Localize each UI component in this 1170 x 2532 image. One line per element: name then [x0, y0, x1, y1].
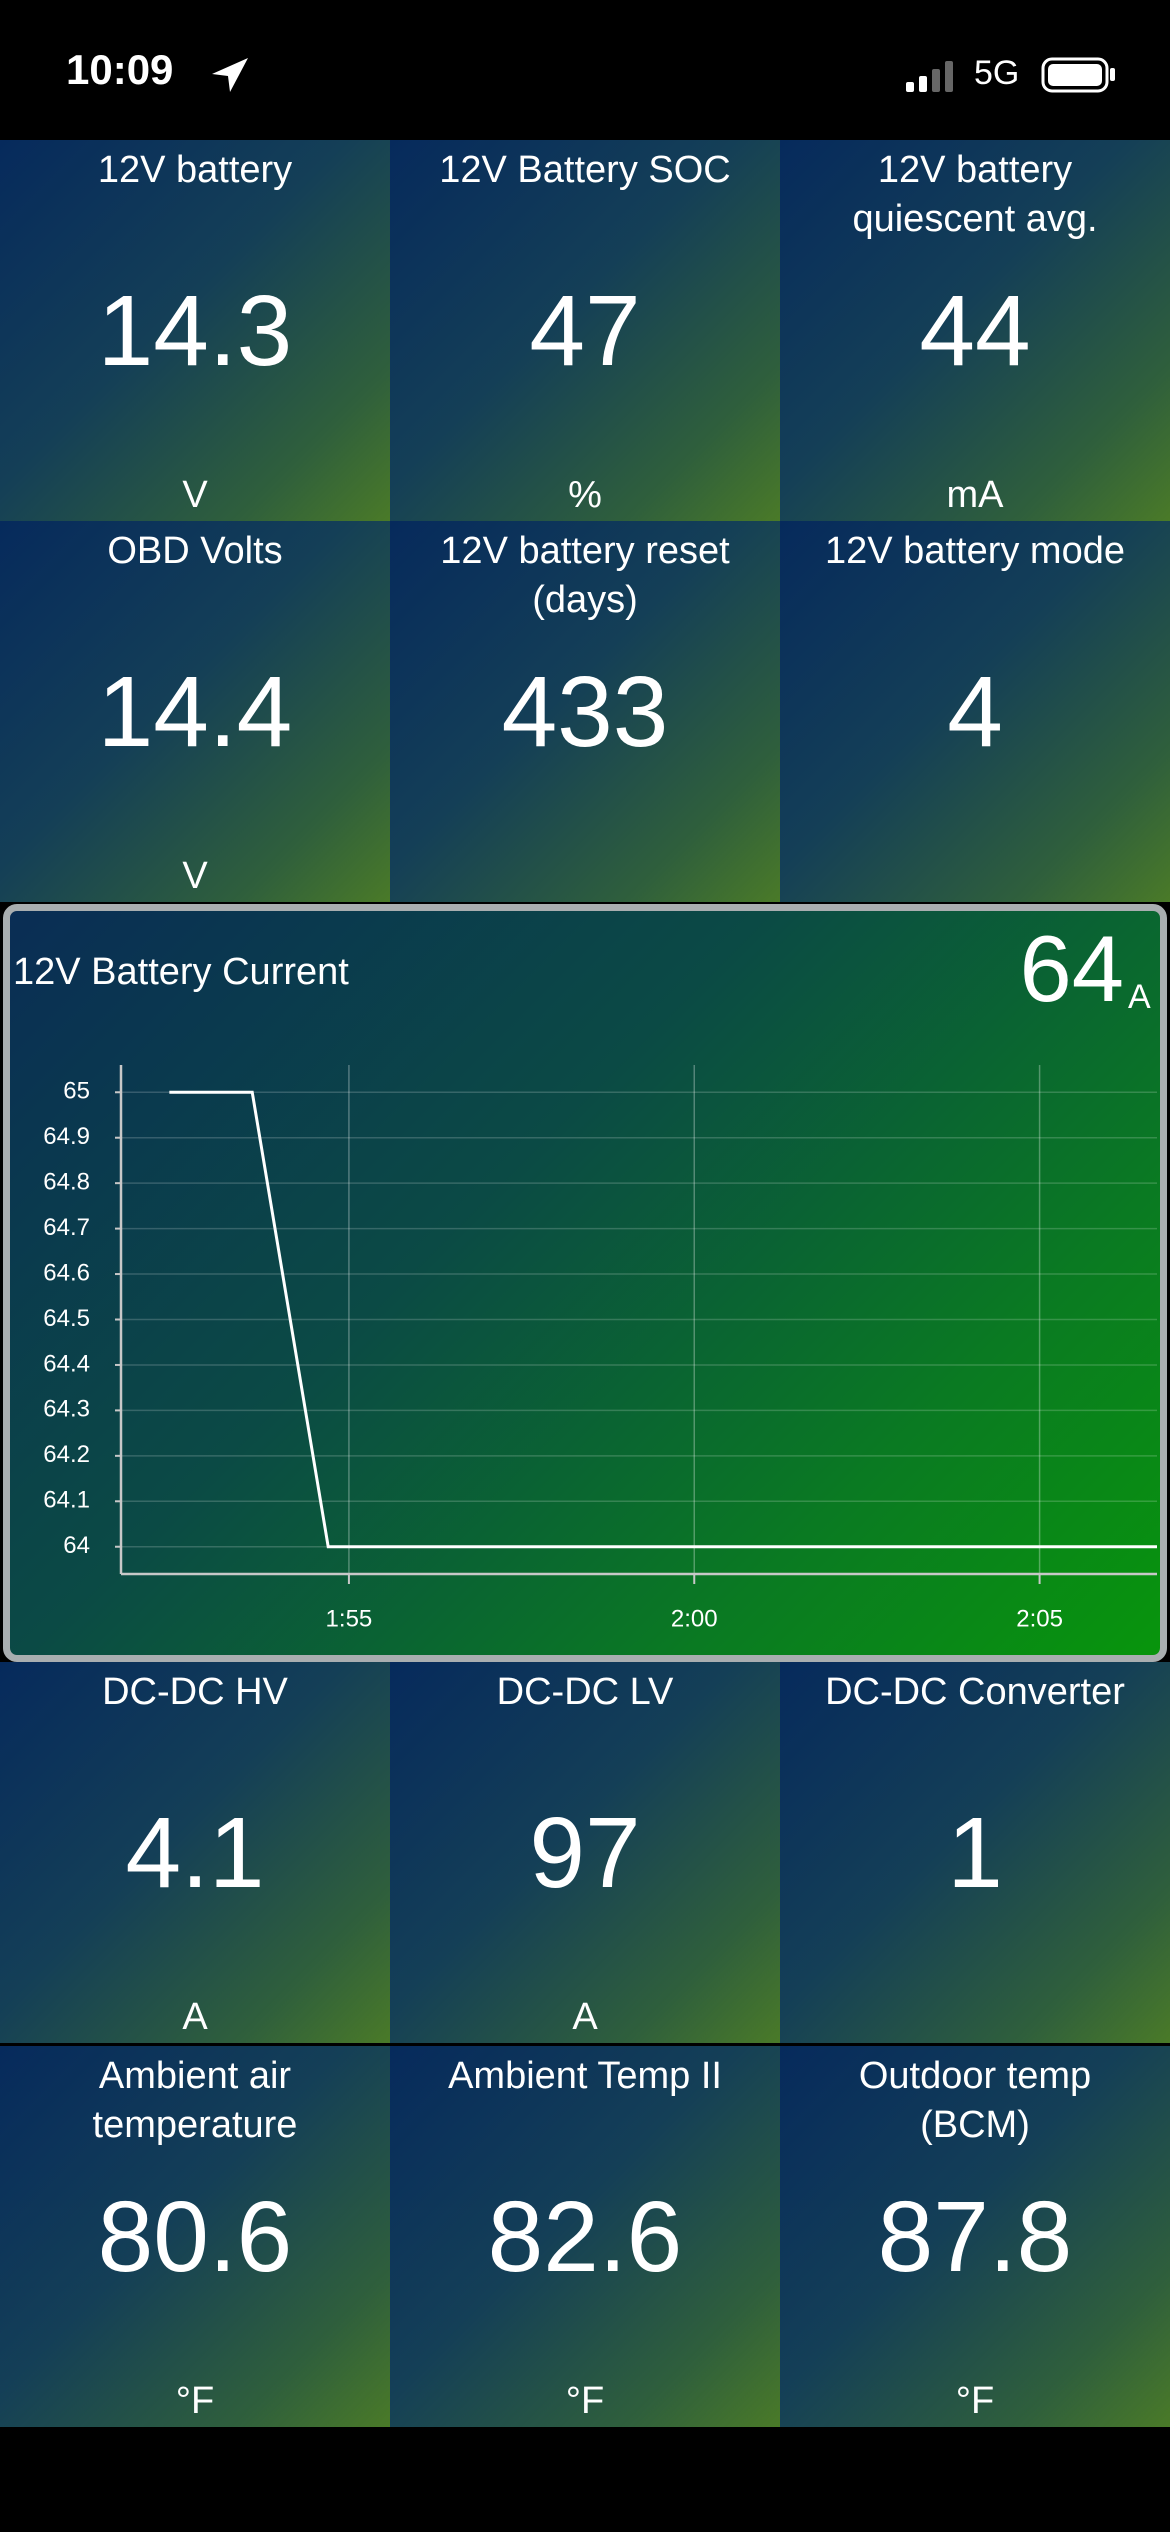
- tile[interactable]: DC-DC LV 97 A: [390, 1662, 780, 2043]
- tile-value: 14.3: [97, 275, 293, 387]
- tile-label-box: DC-DC LV: [420, 1668, 750, 1717]
- y-tick-label: 64.6: [43, 1259, 90, 1286]
- tile-value: 4.1: [125, 1797, 265, 1909]
- x-tick-label: 1:55: [326, 1605, 373, 1632]
- tile-unit: %: [568, 474, 602, 516]
- tile-label-box: Ambient air temperature: [30, 2052, 360, 2150]
- tile-label: 12V Battery SOC: [439, 149, 731, 191]
- tile-value: 82.6: [487, 2181, 683, 2293]
- tile-unit: °F: [565, 2380, 605, 2422]
- tile[interactable]: 12V battery reset (days) 433: [390, 521, 780, 902]
- y-tick-label: 64.3: [43, 1396, 90, 1423]
- tile-unit: A: [182, 1996, 208, 2038]
- tile-label: 12V battery: [97, 149, 293, 191]
- data-line: [169, 1090, 1157, 1549]
- tile-label-box: 12V Battery SOC: [420, 146, 750, 195]
- tile-unit: °F: [175, 2380, 215, 2422]
- y-tick-label: 64.7: [43, 1214, 90, 1241]
- y-tick-label: 65: [63, 1078, 90, 1105]
- tile-label: DC-DC LV: [496, 1671, 674, 1713]
- tile-label: Outdoor temp (BCM): [858, 2055, 1092, 2146]
- clock: 10:09: [66, 46, 173, 93]
- tile[interactable]: OBD Volts 14.4 V: [0, 521, 390, 902]
- tile-label: Ambient Temp II: [448, 2055, 722, 2097]
- y-tick-label: 64.4: [43, 1350, 90, 1377]
- tile-label: DC-DC HV: [102, 1671, 288, 1713]
- network-label: 5G: [974, 54, 1019, 92]
- tile-value: 87.8: [877, 2181, 1073, 2293]
- tile-value: 80.6: [97, 2181, 293, 2293]
- chart-tile[interactable]: [3, 904, 1167, 1662]
- tile[interactable]: Ambient Temp II 82.6 °F: [390, 2046, 780, 2427]
- tile-unit: V: [182, 474, 208, 516]
- tile-label-box: 12V battery: [30, 146, 360, 195]
- tile-unit: A: [572, 1996, 598, 2038]
- y-tick-label: 64.8: [43, 1169, 90, 1196]
- chart: 12V Battery Current 64 A 64 64.1 64.2 64.3 6…: [13, 916, 1157, 1632]
- tile-unit: V: [182, 855, 208, 897]
- tile-value: 97: [529, 1797, 641, 1909]
- tile-label-box: Ambient Temp II: [420, 2052, 750, 2101]
- status-bar: 10:09 5G: [66, 46, 1115, 93]
- tile-label-box: 12V battery mode: [810, 527, 1140, 576]
- tile-value: 44: [919, 275, 1031, 387]
- tile-value: 14.4: [97, 656, 293, 768]
- tile[interactable]: 12V battery quiescent avg. 44 mA: [780, 140, 1170, 521]
- y-tick-label: 64.5: [43, 1305, 90, 1332]
- y-tick-label: 64.9: [43, 1123, 90, 1150]
- tile-unit: °F: [955, 2380, 995, 2422]
- current-unit: A: [1128, 978, 1151, 1016]
- tile-label-box: Outdoor temp (BCM): [810, 2052, 1140, 2150]
- tile-label: DC-DC Converter: [825, 1671, 1125, 1713]
- tile-label-box: 12V battery quiescent avg.: [810, 146, 1140, 244]
- y-tick-label: 64.1: [43, 1487, 90, 1514]
- y-tick-label: 64: [63, 1532, 90, 1559]
- tile-label: 12V battery reset (days): [440, 530, 730, 621]
- tile-label-box: 12V battery reset (days): [420, 527, 750, 625]
- current-value: 64: [1019, 916, 1124, 1021]
- tile[interactable]: 12V battery mode 4: [780, 521, 1170, 902]
- y-tick-label: 64.2: [43, 1441, 90, 1468]
- tile[interactable]: Ambient air temperature 80.6 °F: [0, 2046, 390, 2427]
- tile-label-box: DC-DC HV: [30, 1668, 360, 1717]
- tile-value: 1: [947, 1797, 1003, 1909]
- tile-label: OBD Volts: [107, 530, 283, 572]
- x-tick-label: 2:05: [1016, 1605, 1063, 1632]
- tile[interactable]: 12V Battery SOC 47%: [390, 140, 780, 521]
- tile-label: 12V battery mode: [825, 530, 1125, 572]
- tile[interactable]: 12V battery 14.3 V: [0, 140, 390, 521]
- tile-value: 47: [529, 275, 641, 387]
- tile-value: 433: [501, 656, 669, 768]
- tile-unit: mA: [946, 474, 1004, 516]
- tile-label-box: DC-DC Converter: [810, 1668, 1140, 1717]
- tile[interactable]: DC-DC Converter 1: [780, 1662, 1170, 2043]
- tile[interactable]: DC-DC HV 4.1 A: [0, 1662, 390, 2043]
- tile-value: 4: [947, 656, 1003, 768]
- x-tick-label: 2:00: [671, 1605, 718, 1632]
- battery-icon: [1041, 57, 1115, 93]
- tile[interactable]: Outdoor temp (BCM) 87.8 °F: [780, 2046, 1170, 2427]
- tile-label-box: OBD Volts: [30, 527, 360, 576]
- location-icon: [212, 58, 248, 92]
- chart-title: 12V Battery Current: [13, 951, 349, 993]
- signal-icon: [906, 61, 953, 92]
- tile-label: 12V battery quiescent avg.: [852, 149, 1098, 240]
- tile-label: Ambient air temperature: [92, 2055, 298, 2146]
